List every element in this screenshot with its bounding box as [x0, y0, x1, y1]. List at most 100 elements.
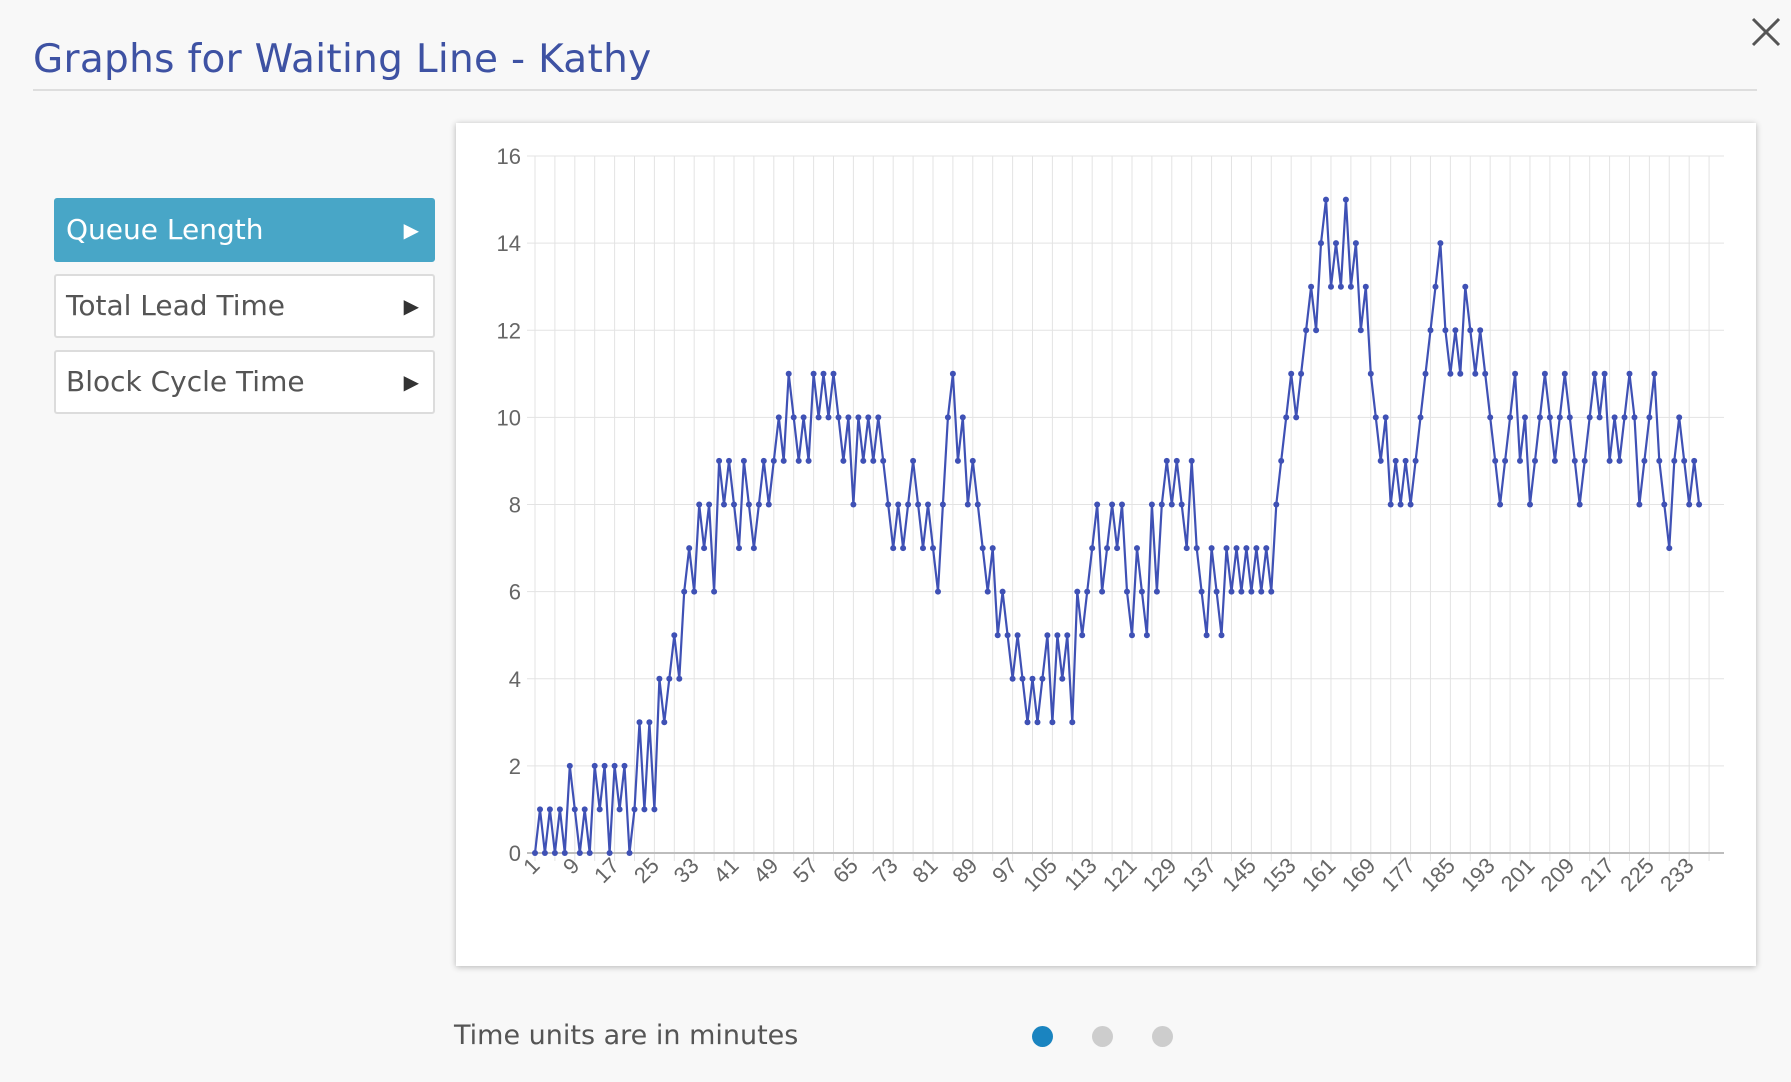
data-point: [1283, 414, 1290, 421]
data-point: [1561, 370, 1568, 377]
nav-item-queue-length[interactable]: Queue Length ▶: [54, 198, 435, 262]
x-tick-label: 225: [1615, 853, 1659, 897]
chart-pager: [1032, 1026, 1212, 1048]
pager-dot-2[interactable]: [1092, 1026, 1113, 1047]
data-point: [1527, 501, 1533, 508]
data-point: [706, 501, 713, 508]
data-point: [1397, 501, 1404, 508]
data-point: [740, 457, 747, 464]
data-point: [1691, 457, 1698, 464]
nav-item-label: Block Cycle Time: [66, 365, 305, 398]
nav-item-total-lead-time[interactable]: Total Lead Time ▶: [54, 274, 435, 338]
data-point: [1566, 414, 1573, 421]
x-tick-label: 209: [1536, 853, 1580, 897]
data-point: [736, 545, 742, 552]
data-point: [1243, 545, 1250, 552]
data-point: [1273, 501, 1280, 508]
data-point: [1163, 457, 1170, 464]
data-point: [1129, 632, 1135, 639]
x-tick-label: 233: [1655, 853, 1699, 897]
data-point: [726, 457, 732, 464]
data-point: [1134, 545, 1140, 552]
x-tick-label: 177: [1376, 853, 1420, 897]
x-tick-label: 217: [1575, 853, 1619, 897]
title-divider: [33, 89, 1757, 91]
data-point: [1158, 501, 1165, 508]
data-point: [1656, 457, 1663, 464]
pager-dot-3[interactable]: [1152, 1026, 1173, 1047]
data-point: [1427, 327, 1434, 334]
data-point: [1138, 588, 1145, 595]
y-tick-label: 0: [509, 841, 521, 866]
data-point: [621, 762, 628, 769]
x-tick-label: 129: [1138, 853, 1182, 897]
data-point: [681, 588, 688, 595]
data-point: [1377, 457, 1384, 464]
data-point: [586, 850, 593, 856]
data-point: [666, 675, 673, 682]
data-point: [566, 762, 573, 769]
data-point: [1029, 675, 1036, 682]
data-point: [1507, 414, 1514, 421]
data-point: [969, 457, 976, 464]
data-point: [1084, 588, 1091, 595]
data-point: [835, 414, 842, 421]
data-point: [1153, 588, 1160, 595]
data-point: [546, 806, 553, 813]
data-point: [1686, 501, 1693, 508]
data-point: [1407, 501, 1414, 508]
data-point: [875, 414, 882, 421]
data-point: [1213, 588, 1220, 595]
x-tick-label: 1: [518, 853, 544, 879]
data-point: [532, 850, 538, 856]
data-point: [1198, 588, 1205, 595]
x-tick-label: 121: [1098, 853, 1142, 897]
data-point: [561, 850, 568, 856]
data-point: [1626, 370, 1633, 377]
data-point: [571, 806, 578, 813]
data-point: [1442, 327, 1449, 334]
data-point: [1333, 240, 1339, 247]
modal-title: Graphs for Waiting Line - Kathy: [33, 37, 652, 82]
data-point: [1228, 588, 1235, 595]
nav-item-block-cycle-time[interactable]: Block Cycle Time ▶: [54, 350, 435, 414]
data-point: [1258, 588, 1265, 595]
play-arrow-icon: ▶: [403, 370, 419, 394]
data-point: [979, 545, 986, 552]
data-point: [1591, 370, 1598, 377]
data-point: [750, 545, 757, 552]
x-tick-label: 185: [1416, 853, 1460, 897]
data-point: [920, 545, 926, 552]
data-point: [1233, 545, 1240, 552]
data-point: [895, 501, 902, 508]
data-point: [1616, 457, 1623, 464]
data-point: [1074, 588, 1081, 595]
data-point: [1014, 632, 1021, 639]
data-point: [1432, 283, 1439, 290]
data-point: [1168, 501, 1175, 508]
x-tick-label: 137: [1177, 853, 1221, 897]
data-point: [1034, 719, 1041, 726]
data-point: [671, 632, 678, 639]
data-point: [984, 588, 991, 595]
data-point: [1676, 414, 1683, 421]
close-button[interactable]: [1744, 10, 1788, 54]
y-tick-label: 14: [497, 231, 521, 256]
data-point: [1372, 414, 1379, 421]
data-point: [1099, 588, 1106, 595]
x-tick-label: 169: [1337, 853, 1381, 897]
pager-dot-1[interactable]: [1032, 1026, 1053, 1047]
data-point: [1318, 240, 1324, 247]
data-point: [1223, 545, 1230, 552]
data-point: [765, 501, 772, 508]
data-point: [1487, 414, 1494, 421]
data-point: [611, 762, 618, 769]
data-point: [1636, 501, 1643, 508]
data-point: [1522, 414, 1528, 421]
data-point: [1497, 501, 1504, 508]
data-point: [865, 414, 872, 421]
data-point: [636, 719, 643, 726]
data-point: [1586, 414, 1593, 421]
data-point: [1218, 632, 1225, 639]
y-tick-label: 8: [509, 493, 521, 518]
